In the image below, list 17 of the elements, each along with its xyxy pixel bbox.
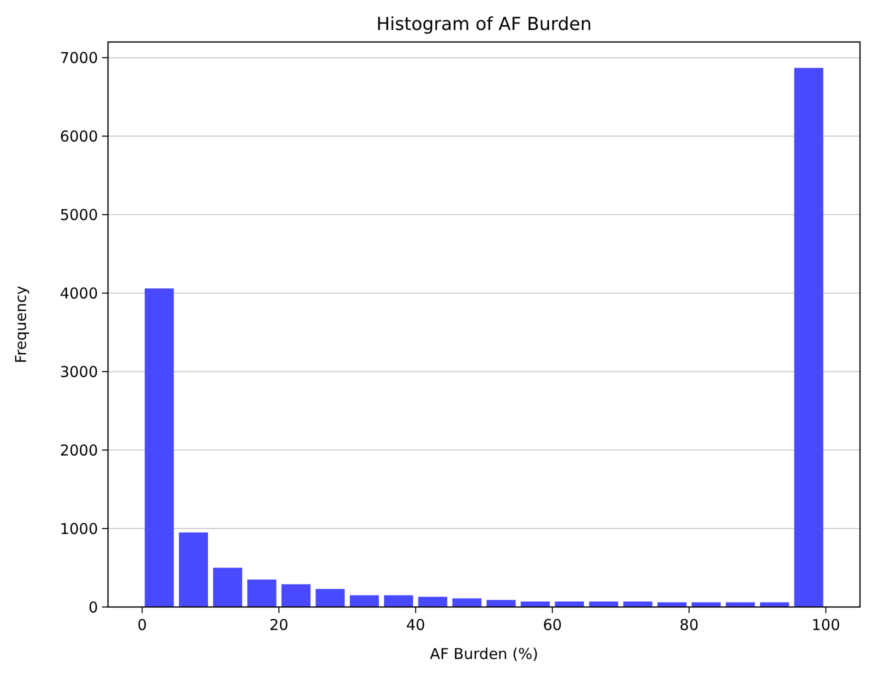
y-tick-label: 0 bbox=[88, 598, 98, 616]
y-tick-label: 2000 bbox=[60, 441, 98, 460]
x-tick-label: 0 bbox=[137, 616, 147, 634]
chart-title: Histogram of AF Burden bbox=[376, 14, 592, 35]
y-tick-label: 5000 bbox=[60, 206, 98, 224]
x-tick-label: 40 bbox=[406, 616, 426, 634]
y-tick-label: 1000 bbox=[60, 520, 98, 538]
x-tick-label: 20 bbox=[269, 616, 288, 634]
x-axis-title: AF Burden (%) bbox=[430, 645, 538, 663]
y-tick-label: 6000 bbox=[60, 127, 98, 146]
y-tick-label: 3000 bbox=[60, 362, 98, 381]
y-tick-label: 7000 bbox=[60, 48, 98, 67]
y-tick-label: 4000 bbox=[60, 284, 98, 302]
y-axis-title: Frequency bbox=[12, 286, 30, 364]
x-tick-label: 80 bbox=[680, 616, 699, 634]
x-tick-label: 60 bbox=[542, 616, 562, 634]
x-tick-label: 100 bbox=[812, 616, 840, 634]
